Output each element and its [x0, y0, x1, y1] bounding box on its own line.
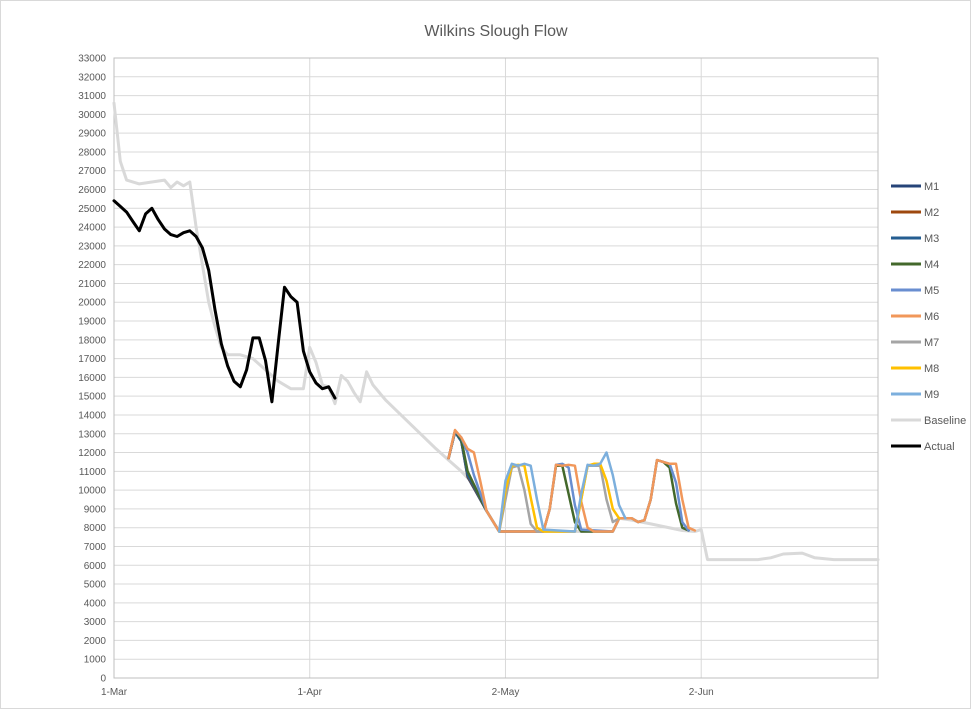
y-tick-label: 0 — [100, 674, 106, 685]
y-tick-label: 23000 — [78, 241, 106, 252]
series-line-baseline — [112, 101, 880, 562]
axes: 0 1000 2000 3000 4000 5000 6000 7000 8000 9000 100… — [78, 54, 879, 698]
y-tick-label: 31000 — [78, 91, 106, 102]
y-tick-label: 19000 — [78, 317, 106, 328]
y-tick-label: 15000 — [78, 392, 106, 403]
y-tick-label: 5000 — [84, 580, 107, 591]
legend-label-actual: Actual — [924, 441, 955, 453]
series-lines — [112, 101, 880, 562]
y-tick-label: 33000 — [78, 54, 106, 65]
y-tick-label: 13000 — [78, 429, 106, 440]
x-tick-label: 2-Jun — [689, 687, 714, 698]
chart-title: Wilkins Slough Flow — [424, 23, 568, 40]
y-tick-label: 8000 — [84, 523, 107, 534]
legend: M1 M2 M3 M4 M5 M6 M7 M8 M9 Baseline Actual — [891, 181, 966, 453]
y-tick-label: 26000 — [78, 185, 106, 196]
y-tick-label: 12000 — [78, 448, 106, 459]
y-tick-label: 2000 — [84, 636, 107, 647]
y-tick-label: 21000 — [78, 279, 106, 290]
legend-label-m7: M7 — [924, 337, 939, 349]
series-line-m6 — [447, 428, 697, 533]
y-tick-label: 1000 — [84, 655, 107, 666]
y-tick-label: 3000 — [84, 617, 107, 628]
y-tick-label: 11000 — [79, 467, 107, 478]
y-tick-label: 6000 — [84, 561, 107, 572]
y-tick-label: 20000 — [78, 298, 106, 309]
y-tick-label: 18000 — [78, 335, 106, 346]
y-tick-label: 25000 — [78, 204, 106, 215]
x-tick-label: 1-Mar — [101, 687, 128, 698]
y-tick-label: 17000 — [78, 354, 106, 365]
series-line-actual — [112, 199, 337, 404]
y-tick-label: 30000 — [78, 110, 106, 121]
x-tick-label: 2-May — [492, 687, 520, 698]
gridlines — [114, 57, 878, 679]
legend-label-m4: M4 — [924, 259, 939, 271]
y-tick-label: 9000 — [84, 504, 107, 515]
y-tick-label: 4000 — [84, 598, 107, 609]
legend-label-m2: M2 — [924, 207, 939, 219]
y-tick-label: 14000 — [78, 410, 106, 421]
y-tick-label: 10000 — [78, 486, 106, 497]
legend-label-m1: M1 — [924, 181, 939, 193]
legend-label-baseline: Baseline — [924, 415, 966, 427]
series-line-m7 — [497, 464, 621, 533]
legend-label-m6: M6 — [924, 311, 939, 323]
plot-area-border — [113, 57, 879, 679]
y-tick-label: 29000 — [78, 129, 106, 140]
y-tick-label: 32000 — [78, 72, 106, 83]
y-tick-label: 7000 — [84, 542, 107, 553]
y-tick-label: 16000 — [78, 373, 106, 384]
legend-label-m3: M3 — [924, 233, 939, 245]
legend-label-m9: M9 — [924, 389, 939, 401]
y-tick-label: 27000 — [78, 166, 106, 177]
legend-label-m5: M5 — [924, 285, 939, 297]
y-tick-label: 28000 — [78, 147, 106, 158]
x-tick-label: 1-Apr — [298, 687, 323, 698]
y-tick-label: 22000 — [78, 260, 106, 271]
y-tick-label: 24000 — [78, 223, 106, 234]
legend-label-m8: M8 — [924, 363, 939, 375]
series-line-m9 — [497, 451, 627, 533]
